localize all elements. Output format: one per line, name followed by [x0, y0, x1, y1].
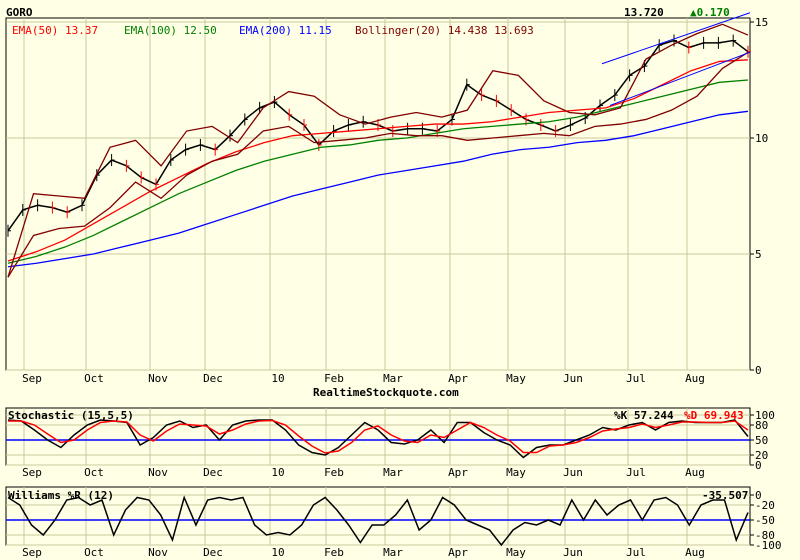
stochastic-d-label: %D 69.943 — [684, 409, 744, 422]
month-tick-label: Feb — [324, 546, 344, 559]
trend-channel-lower — [609, 51, 751, 106]
month-tick-label: Nov — [148, 466, 168, 479]
y-tick-label: -100 — [755, 539, 782, 552]
series--r-line — [7, 495, 749, 547]
month-tick-label: Dec — [203, 546, 223, 559]
series-ema-200--line — [7, 110, 749, 268]
month-tick-label: 10 — [271, 546, 284, 559]
month-tick-label: Nov — [148, 546, 168, 559]
y-tick-label: 0 — [755, 489, 762, 502]
month-tick-label: Nov — [148, 372, 168, 385]
month-tick-label: Oct — [84, 466, 104, 479]
month-tick-label: Mar — [383, 466, 403, 479]
month-tick-label: May — [506, 546, 526, 559]
month-tick-label: May — [506, 466, 526, 479]
month-tick-label: Jun — [563, 372, 583, 385]
legend-ema100: EMA(100) 12.50 — [124, 24, 217, 37]
month-tick-label: Apr — [448, 466, 468, 479]
series-ema-50--line — [7, 59, 749, 262]
month-tick-label: Aug — [685, 546, 705, 559]
month-tick-label: Jul — [626, 466, 646, 479]
month-tick-label: May — [506, 372, 526, 385]
panel-frame — [5, 486, 751, 546]
williams-value: -35.507 — [702, 489, 748, 502]
stochastic-k-label: %K 57.244 — [614, 409, 674, 422]
month-tick-label: Oct — [84, 546, 104, 559]
month-tick-label: Sep — [22, 372, 42, 385]
month-tick-label: Feb — [324, 466, 344, 479]
series-bollinger-lower-line — [7, 51, 749, 278]
month-tick-label: Dec — [203, 466, 223, 479]
williams-title: Williams %R (12) — [8, 489, 114, 502]
last-price: 13.720 — [624, 6, 664, 19]
y-tick-label: 0 — [755, 364, 762, 377]
month-tick-label: Dec — [203, 372, 223, 385]
y-tick-label: 10 — [755, 132, 768, 145]
month-tick-label: 10 — [271, 466, 284, 479]
series-ema-100--line — [7, 79, 749, 264]
legend-ema200: EMA(200) 11.15 — [239, 24, 332, 37]
month-tick-label: Sep — [22, 546, 42, 559]
price-change: ▲0.170 — [690, 6, 730, 19]
y-tick-label: 100 — [755, 409, 775, 422]
series--k-line — [7, 419, 749, 459]
y-tick-label: 15 — [755, 16, 768, 29]
series--d-line — [8, 419, 749, 454]
month-tick-label: Jul — [626, 372, 646, 385]
y-tick-label: 80 — [755, 419, 768, 432]
symbol-label: GORO — [6, 6, 33, 19]
month-tick-label: Aug — [685, 466, 705, 479]
y-tick-label: 5 — [755, 248, 762, 261]
month-tick-label: 10 — [271, 372, 284, 385]
series-bollinger-upper-line — [7, 23, 749, 278]
legend-bollinger: Bollinger(20) 14.438 13.693 — [355, 24, 534, 37]
y-tick-label: -20 — [755, 499, 775, 512]
y-tick-label: 0 — [755, 459, 762, 472]
month-tick-label: Jun — [563, 466, 583, 479]
y-tick-label: 20 — [755, 449, 768, 462]
month-tick-label: Sep — [22, 466, 42, 479]
source-label: RealtimeStockquote.com — [313, 386, 459, 399]
month-tick-label: Jun — [563, 546, 583, 559]
month-tick-label: Feb — [324, 372, 344, 385]
month-tick-label: Apr — [448, 372, 468, 385]
month-tick-label: Oct — [84, 372, 104, 385]
month-tick-label: Mar — [383, 546, 403, 559]
month-tick-label: Apr — [448, 546, 468, 559]
trend-channel-upper — [601, 12, 751, 65]
stochastic-title: Stochastic (15,5,5) — [8, 409, 134, 422]
legend-ema50: EMA(50) 13.37 — [12, 24, 98, 37]
month-tick-label: Jul — [626, 546, 646, 559]
month-tick-label: Aug — [685, 372, 705, 385]
y-tick-label: -50 — [755, 514, 775, 527]
y-tick-label: -80 — [755, 529, 775, 542]
month-tick-label: Mar — [383, 372, 403, 385]
y-tick-label: 50 — [755, 434, 768, 447]
panel-frame — [5, 17, 751, 371]
